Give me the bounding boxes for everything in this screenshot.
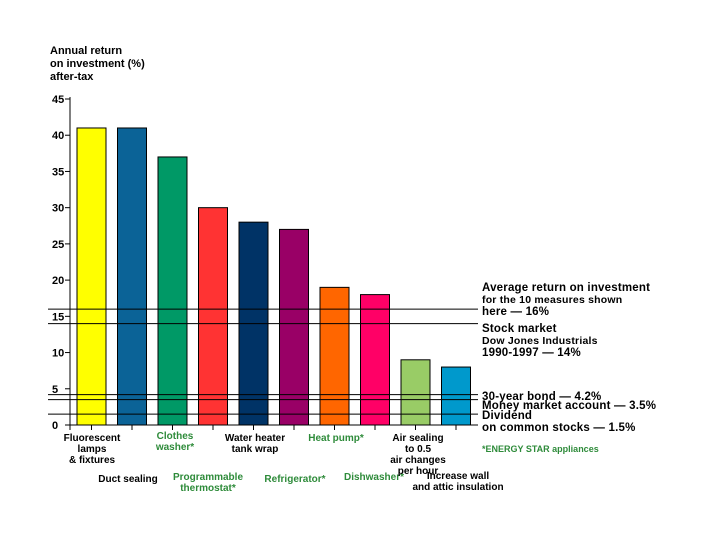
bar xyxy=(76,127,107,426)
y-tick-label: 0 xyxy=(52,420,58,432)
category-label-water-heater: Water heater tank wrap xyxy=(224,433,286,455)
y-tick-label: 15 xyxy=(52,311,64,323)
ref-money-market-line1: Money market account — 3.5% xyxy=(482,400,657,412)
y-axis-title-line: after-tax xyxy=(50,71,94,83)
y-tick-label: 30 xyxy=(52,203,64,215)
category-label-refrigerator: Refrigerator* xyxy=(264,474,326,485)
category-label-heat-pump: Heat pump* xyxy=(308,433,364,444)
ref-dividend-label: Dividend on common stocks — 1.5% xyxy=(482,410,636,434)
y-axis-title: Annual return on investment (%) after-ta… xyxy=(50,45,145,84)
bar xyxy=(319,286,350,426)
ref-average-line1: Average return on investment xyxy=(482,282,651,294)
bar xyxy=(360,294,390,426)
ref-stock-line3: 1990-1997 — 14% xyxy=(482,347,581,359)
y-tick-label: 25 xyxy=(52,239,64,251)
ref-stock-line1: Stock market xyxy=(482,323,557,335)
y-axis-title-line: on investment (%) xyxy=(50,58,145,70)
y-tick-label: 40 xyxy=(52,130,64,142)
ref-dividend-line1: Dividend xyxy=(482,410,533,422)
ref-dividend-line2: on common stocks — 1.5% xyxy=(482,422,636,434)
category-label-fluorescent: Fluorescent lamps & fixtures xyxy=(63,433,121,466)
y-tick-label: 20 xyxy=(52,275,64,287)
bar xyxy=(279,228,309,426)
bar xyxy=(117,127,147,426)
category-label-air-sealing: Air sealing to 0.5 air changes per hour xyxy=(390,433,446,477)
y-axis-title-line: Annual return xyxy=(50,45,123,57)
ref-stock-label: Stock market Dow Jones Industrials 1990-… xyxy=(482,323,598,359)
y-tick-label: 45 xyxy=(52,94,64,106)
y-tick-label: 10 xyxy=(52,348,64,360)
category-label-insulation: Increase wall and attic insulation xyxy=(412,471,504,493)
bar xyxy=(198,207,228,426)
category-label-programmable-thermostat: Programmable thermostat* xyxy=(172,472,244,494)
ref-money-market-label: Money market account — 3.5% xyxy=(482,400,656,412)
y-tick-label: 35 xyxy=(52,166,64,178)
category-label-clothes-washer: Clothes washer* xyxy=(155,431,195,453)
ref-average-line3: here — 16% xyxy=(482,306,550,318)
energy-star-footnote: *ENERGY STAR appliances xyxy=(482,444,599,454)
ref-bond-line1: 30-year bond — 4.2% xyxy=(482,391,602,403)
bar xyxy=(400,359,431,426)
bar xyxy=(441,366,471,426)
y-tick-label: 5 xyxy=(52,384,58,396)
category-label-dishwasher: Dishwasher* xyxy=(343,472,405,483)
category-label-duct-sealing: Duct sealing xyxy=(98,474,158,485)
bar xyxy=(157,156,188,426)
ref-bond-label: 30-year bond — 4.2% xyxy=(482,391,601,403)
ref-average-label: Average return on investment for the 10 … xyxy=(482,282,650,318)
ref-stock-line2: Dow Jones Industrials xyxy=(482,335,598,347)
ref-average-line2: for the 10 measures shown xyxy=(482,294,623,306)
